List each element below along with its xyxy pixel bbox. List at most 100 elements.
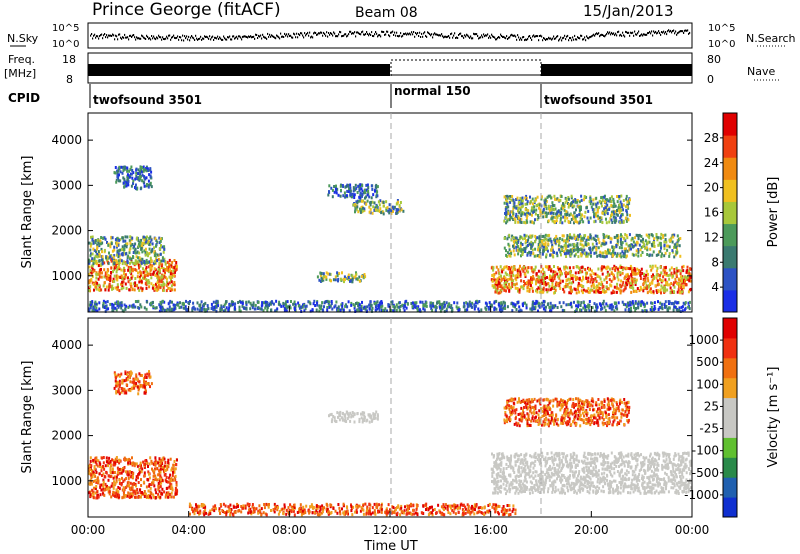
noise-sample <box>104 33 106 35</box>
range-cell <box>517 201 520 204</box>
range-cell <box>478 300 481 303</box>
range-cell <box>603 242 606 246</box>
range-cell <box>511 309 514 313</box>
range-cell <box>220 304 223 308</box>
range-cell <box>517 300 520 304</box>
range-cell <box>134 268 137 272</box>
noise-sample <box>674 32 676 35</box>
range-cell <box>495 307 498 311</box>
range-cell <box>670 290 673 294</box>
range-cell <box>553 194 556 198</box>
range-cell <box>375 195 378 199</box>
range-cell <box>621 205 624 209</box>
range-cell <box>352 303 355 307</box>
range-cell <box>143 259 146 263</box>
range-cell <box>252 303 255 307</box>
range-cell <box>637 300 640 304</box>
range-cell <box>415 301 418 305</box>
range-cell <box>328 184 331 188</box>
range-cell <box>133 284 136 288</box>
range-cell <box>328 278 331 282</box>
range-cell <box>618 203 621 207</box>
range-cell <box>160 259 163 263</box>
range-cell <box>606 198 609 202</box>
range-cell <box>625 254 628 258</box>
range-cell <box>347 183 350 187</box>
range-cell <box>639 248 642 252</box>
noise-sample <box>564 34 566 37</box>
freq-right-tick-top: 80 <box>707 53 721 66</box>
range-cell <box>126 259 129 263</box>
noise-sample <box>647 32 649 35</box>
range-cell <box>361 189 364 193</box>
noise-sample <box>562 37 564 40</box>
range-cell <box>321 278 324 282</box>
range-cell <box>120 282 123 286</box>
range-cell <box>637 302 639 306</box>
range-cell <box>593 220 596 224</box>
noise-sample <box>171 36 173 39</box>
range-cell <box>114 238 117 242</box>
range-cell <box>650 290 653 294</box>
range-cell <box>503 301 506 305</box>
range-cell <box>252 301 255 305</box>
range-cell <box>135 175 138 178</box>
range-cell <box>183 303 185 307</box>
range-cell <box>424 303 427 307</box>
noise-sample <box>517 34 519 37</box>
range-cell <box>531 213 533 217</box>
range-cell <box>448 302 451 306</box>
range-cell <box>590 254 592 258</box>
range-cell <box>565 282 567 286</box>
range-cell <box>547 211 550 215</box>
noise-sample <box>438 34 440 37</box>
range-cell <box>575 309 578 313</box>
range-cell <box>634 283 637 286</box>
range-cell <box>146 241 149 245</box>
range-cell <box>498 308 501 312</box>
range-cell <box>161 284 164 288</box>
range-cell <box>510 216 513 219</box>
range-cell <box>512 240 515 244</box>
range-cell <box>149 167 152 171</box>
range-cell <box>487 306 490 309</box>
noise-sample <box>420 36 422 38</box>
range-cell <box>627 279 630 283</box>
range-cell <box>395 209 398 212</box>
noise-sample <box>225 38 227 41</box>
range-cell <box>103 275 106 279</box>
range-cell <box>591 288 594 292</box>
range-cell <box>511 234 514 238</box>
range-cell <box>392 210 394 213</box>
noise-sample <box>471 37 473 40</box>
range-cell <box>511 210 514 214</box>
range-cell <box>113 261 116 265</box>
range-cell <box>556 237 559 241</box>
range-cell <box>165 284 168 288</box>
noise-sample <box>456 36 458 39</box>
noise-sample <box>413 31 415 33</box>
range-cell <box>587 290 590 294</box>
range-cell <box>642 281 645 285</box>
range-cell <box>184 305 187 309</box>
range-cell <box>397 208 400 212</box>
range-cell <box>529 195 531 199</box>
range-cell <box>155 255 158 259</box>
range-cell <box>673 285 676 289</box>
range-cell <box>504 216 507 219</box>
range-cell <box>160 237 163 241</box>
noise-sample <box>447 35 449 38</box>
range-cell <box>650 275 653 278</box>
noise-sample <box>121 37 123 40</box>
range-cell <box>630 290 633 294</box>
range-cell <box>149 181 152 185</box>
range-cell <box>526 240 529 244</box>
range-cell <box>508 277 511 281</box>
range-cell <box>513 201 516 205</box>
noise-sample <box>616 34 618 37</box>
noise-sample <box>405 32 407 35</box>
noise-sample <box>657 31 659 34</box>
range-cell <box>598 216 601 220</box>
range-cell <box>160 244 162 247</box>
noise-sample <box>666 33 668 36</box>
